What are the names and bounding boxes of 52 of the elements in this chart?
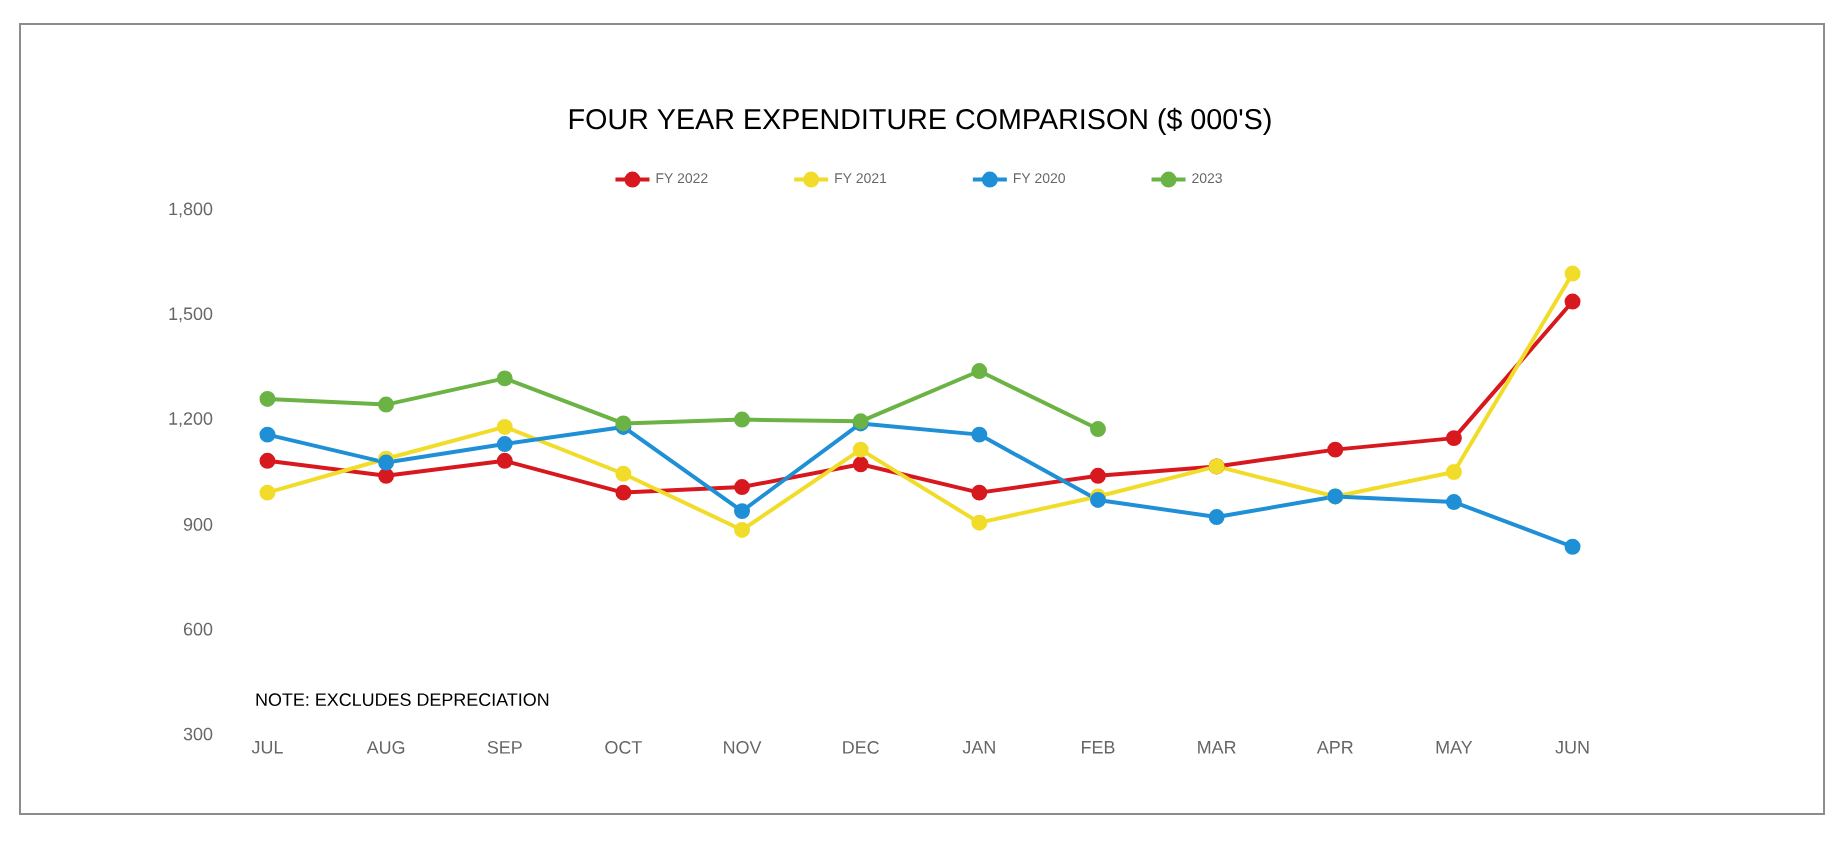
point [1445, 464, 1462, 480]
x-tick-label: FEB [1082, 741, 1115, 754]
y-tick-label: 1,800 [169, 202, 213, 218]
x-tick-label: JUN [1555, 741, 1589, 754]
point [259, 426, 276, 443]
y-tick-label: 900 [183, 518, 213, 531]
point [378, 396, 395, 413]
y-tick-label: 300 [183, 727, 213, 741]
point [259, 484, 276, 501]
y-tick-label: 600 [183, 622, 213, 636]
point [734, 479, 751, 495]
point [1090, 467, 1106, 484]
point [1208, 509, 1225, 526]
point [734, 411, 751, 428]
x-tick-label: JUL [251, 741, 283, 754]
x-tick-label: MAR [1198, 741, 1236, 754]
point [378, 467, 395, 484]
point [259, 452, 276, 469]
point [971, 514, 988, 531]
point [259, 391, 276, 407]
point [1564, 265, 1581, 282]
point [496, 370, 513, 387]
point [1445, 494, 1462, 511]
chart-title: FOUR YEAR EXPENDITURE COMPARISON ($ 000'S) [569, 107, 1271, 135]
point [1564, 293, 1581, 310]
point [615, 484, 632, 501]
point [1327, 441, 1344, 458]
y-tick-label: 1,200 [169, 412, 213, 427]
x-tick-label: DEC [843, 741, 879, 754]
point [496, 436, 513, 453]
x-tick-label: NOV [724, 741, 762, 754]
x-tick-label: SEP [487, 741, 522, 754]
point [1445, 430, 1462, 447]
y-tick-label: 1,500 [169, 307, 213, 323]
x-tick-label: OCT [605, 741, 642, 754]
point [971, 426, 988, 443]
point [496, 418, 513, 435]
point [1090, 421, 1106, 438]
point [971, 363, 988, 380]
point [734, 503, 751, 520]
point [852, 441, 869, 458]
point [496, 452, 513, 469]
x-tick-label: MAY [1436, 741, 1473, 754]
point [1564, 538, 1581, 555]
point [971, 484, 988, 501]
x-tick-label: APR [1316, 741, 1353, 754]
point [734, 522, 751, 538]
annotation: NOTE: EXCLUDES DEPRECIATION [256, 693, 549, 707]
point [852, 456, 869, 473]
x-tick-label: AUG [366, 741, 405, 754]
x-tick-label: JAN [962, 741, 995, 754]
point [615, 465, 632, 482]
